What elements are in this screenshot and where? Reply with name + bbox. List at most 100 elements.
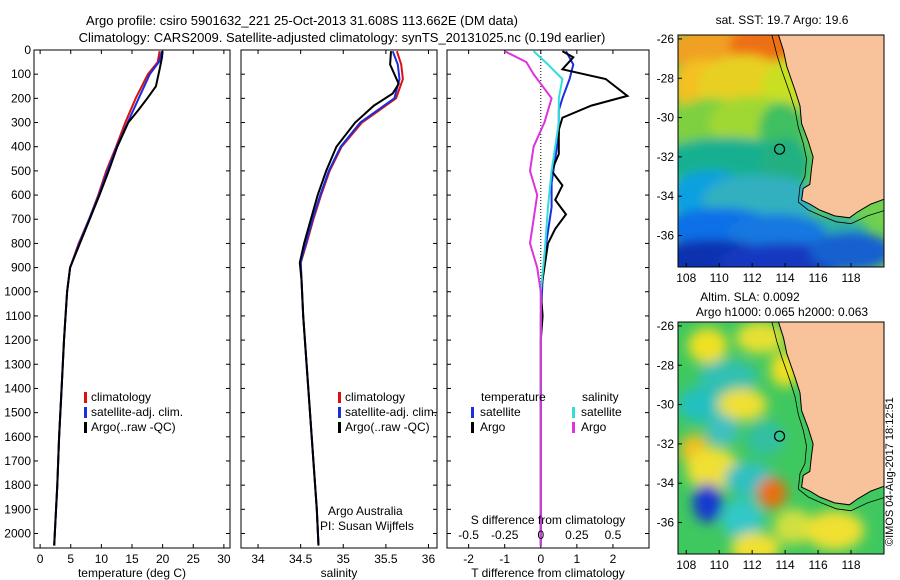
x-tick-label: 0 [537, 552, 544, 566]
y-tick-label: 400 [11, 140, 31, 154]
x-tick-label: 2 [610, 552, 617, 566]
x-tick-label: 118 [841, 271, 860, 285]
y-tick-label: 700 [11, 212, 31, 226]
series-line [532, 50, 564, 546]
series-line [53, 51, 164, 546]
y-tick-label: 2000 [4, 526, 31, 540]
s-tick-label: -0.5 [458, 528, 479, 542]
top-axis-label: S difference from climatology [471, 513, 626, 527]
x-tick-label: 25 [187, 552, 201, 566]
x-tick-label: 116 [809, 558, 828, 572]
field-patch [717, 388, 767, 421]
x-tick-label: 0 [37, 552, 44, 566]
legend-label: Argo(..raw -QC) [345, 420, 430, 434]
field-patch [720, 498, 764, 539]
plot-frame [240, 49, 438, 549]
x-tick-label: -2 [463, 552, 474, 566]
x-tick-label: 110 [710, 271, 729, 285]
x-tick-label: 35 [337, 552, 351, 566]
map-frame [677, 321, 885, 555]
field-patch [757, 477, 787, 509]
y-tick-label: -36 [657, 516, 675, 530]
legend-label: satellite-adj. clim. [345, 405, 437, 419]
series-line [504, 50, 553, 546]
field-patch [727, 213, 827, 254]
y-tick-label: 800 [11, 236, 31, 250]
y-tick-label: 1400 [4, 381, 31, 395]
y-tick-label: -28 [657, 71, 675, 85]
y-tick-label: -26 [657, 32, 675, 46]
legend-label: Argo [480, 420, 506, 434]
x-axis-label: temperature (deg C) [78, 566, 186, 580]
x-tick-label: 34 [251, 552, 265, 566]
legend-swatch [572, 422, 575, 433]
x-tick-label: 116 [809, 271, 828, 285]
y-tick-label: -32 [657, 150, 675, 164]
legend-label: satellite [480, 405, 521, 419]
field-blobs [678, 322, 865, 554]
y-tick-label: -28 [657, 358, 675, 372]
y-tick-label: 1300 [4, 357, 31, 371]
legend-swatch [84, 422, 87, 433]
plot-frame [33, 49, 231, 549]
legend-swatch [471, 407, 474, 418]
field-patch [809, 231, 884, 267]
sst-map: 108 110 112 114 116 118 -26 -28 -30 -32 -34 -36 sat.… [657, 13, 885, 285]
x-axis-label: T difference from climatology [471, 566, 625, 580]
x-tick-label: 30 [217, 552, 231, 566]
field-patch [773, 508, 814, 545]
legend-swatch [471, 422, 474, 433]
y-tick-label: 1500 [4, 406, 31, 420]
map-field [678, 322, 884, 554]
field-patch [730, 532, 781, 554]
x-tick-label: 114 [776, 271, 795, 285]
map-subtitle: Argo h1000: 0.065 h2000: 0.063 [696, 305, 868, 319]
x-tick-label: 10 [95, 552, 109, 566]
x-tick-label: -1 [499, 552, 510, 566]
s-tick-label: 0.5 [605, 528, 622, 542]
argo-position-marker [773, 430, 786, 442]
header-line1: Argo profile: csiro 5901632_221 25-Oct-2… [86, 13, 518, 28]
shelf-contour [771, 322, 884, 512]
y-tick-label: 1600 [4, 430, 31, 444]
series-line [298, 51, 400, 546]
x-tick-label: 114 [776, 558, 795, 572]
y-tick-label: 0 [24, 43, 31, 57]
y-tick-label: 1700 [4, 454, 31, 468]
legend-header: temperature [481, 390, 546, 404]
x-tick-label: 15 [125, 552, 139, 566]
y-tick-label: 200 [11, 91, 31, 105]
map-title: Altim. SLA: 0.0092 [700, 290, 800, 304]
field-patch [735, 322, 786, 354]
header-line2: Climatology: CARS2009. Satellite-adjuste… [79, 30, 606, 45]
x-tick-label: 34.5 [289, 552, 313, 566]
temperature-panel: 0 5 10 15 20 25 30 temperature (deg C) 0 100 200 30… [4, 43, 231, 580]
legend-label: satellite-adj. clim. [91, 405, 183, 419]
map-title: sat. SST: 19.7 Argo: 19.6 [716, 13, 849, 27]
field-patch [687, 327, 728, 364]
s-tick-label: -0.25 [491, 528, 519, 542]
x-tick-label: 1 [574, 552, 581, 566]
map-frame [677, 34, 885, 268]
series-group [53, 50, 164, 546]
annotation-line: Argo Australia [328, 504, 403, 518]
field-patch [697, 359, 758, 395]
field-patch [745, 420, 786, 456]
land-mass [777, 35, 884, 219]
legend-label: climatology [91, 390, 151, 404]
x-tick-label: 118 [841, 558, 860, 572]
legend-swatch [338, 392, 341, 403]
y-tick-label: 300 [11, 116, 31, 130]
plot-frame [446, 49, 650, 549]
x-tick-label: 110 [710, 558, 729, 572]
field-patch [692, 483, 723, 523]
y-tick-label: -34 [657, 476, 675, 490]
x-tick-label: 5 [67, 552, 74, 566]
legend-swatch [84, 392, 87, 403]
x-tick-label: 108 [676, 558, 696, 572]
field-blobs [678, 35, 884, 267]
y-tick-label: -36 [657, 229, 675, 243]
field-patch [678, 386, 721, 423]
salinity-panel: 34 34.5 35 35.5 36 salinity climatologysatelli… [240, 49, 438, 580]
